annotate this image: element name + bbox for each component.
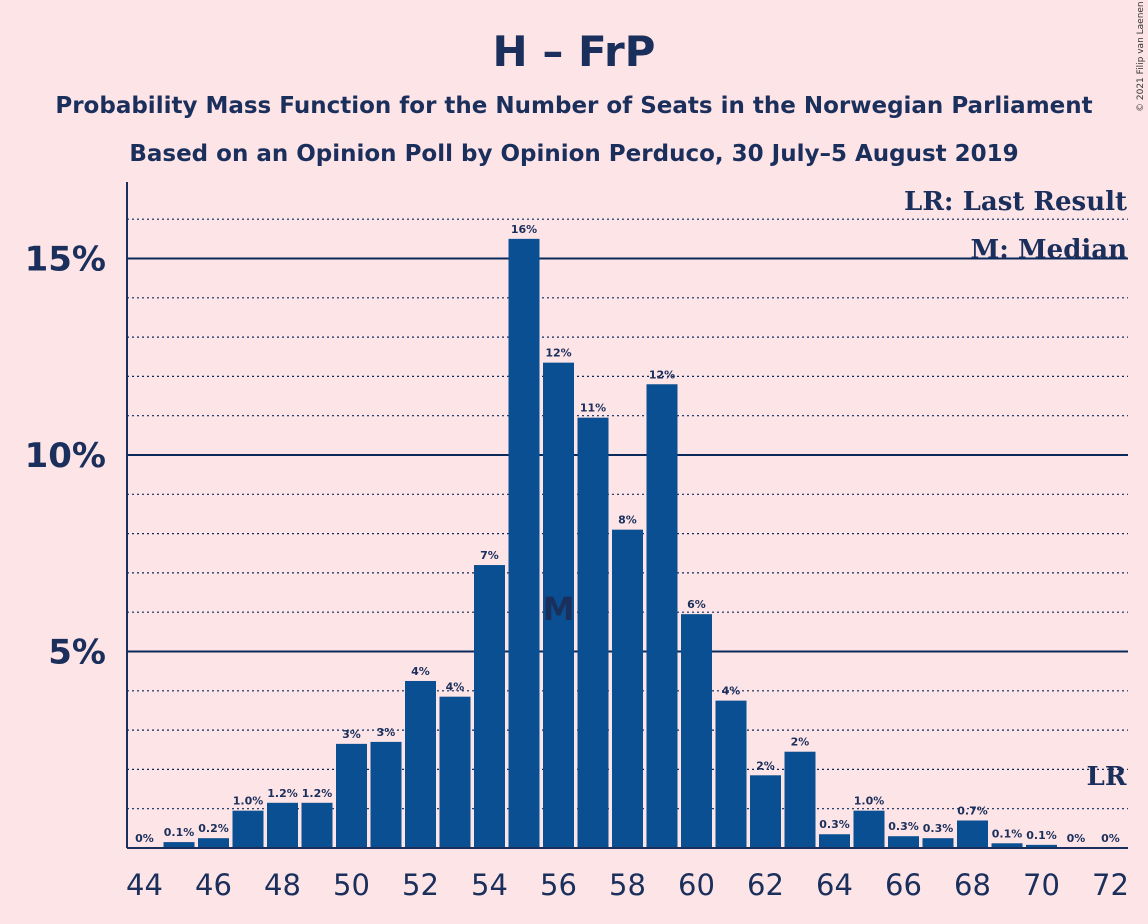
data-label: 0.3% [923,822,954,835]
bar [991,843,1023,848]
x-tick-labels: 44 46 48 50 52 54 56 58 60 62 64 66 68 70 72 [126,868,1129,902]
bar [370,741,402,848]
bar [612,529,643,848]
bar [784,751,816,848]
bar [888,836,919,848]
data-label: 4% [722,685,741,698]
x-tick-label: 52 [402,868,439,902]
data-label: 1.0% [854,795,885,808]
data-label: 7% [480,549,499,562]
data-label: 0.1% [164,826,195,839]
x-tick-label: 58 [609,868,646,902]
data-label: 0% [135,832,154,845]
data-label: 16% [511,223,537,236]
chart-title: H – FrP [493,27,656,76]
x-tick-label: 64 [816,868,853,902]
bar [681,614,712,848]
bar [336,743,367,848]
data-label: 12% [545,347,571,360]
bar [508,238,540,849]
x-tick-label: 54 [471,868,508,902]
legend-median: M: Median [970,235,1127,265]
data-label: 12% [649,368,675,381]
legend-last-result: LR: Last Result [904,187,1127,217]
chart-subtitle-1: Probability Mass Function for the Number… [55,93,1092,119]
bar [267,802,298,848]
bar [853,810,885,848]
data-label: 0% [1101,832,1120,845]
x-tick-label: 72 [1092,868,1129,902]
x-tick-label: 60 [678,868,715,902]
bar [1026,844,1057,848]
data-label: 4% [446,681,465,694]
bars [163,238,1057,849]
y-tick-label: 15% [25,240,106,280]
bar [715,700,747,848]
bar [198,838,229,848]
x-tick-label: 50 [333,868,370,902]
x-tick-label: 66 [885,868,922,902]
data-label: 3% [342,728,361,741]
data-label: 4% [411,665,430,678]
bar [301,802,333,848]
bar [543,362,574,848]
data-label: 2% [791,736,810,749]
chart-subtitle-2: Based on an Opinion Poll by Opinion Perd… [129,141,1018,167]
x-tick-label: 62 [747,868,784,902]
data-label: 3% [377,726,396,739]
data-label: 0.2% [198,822,229,835]
x-tick-label: 70 [1023,868,1060,902]
x-tick-label: 44 [126,868,163,902]
data-label: 1.0% [233,795,264,808]
data-label: 0% [1067,832,1086,845]
x-tick-label: 48 [264,868,301,902]
data-label: 6% [687,598,706,611]
bar [474,565,505,848]
x-tick-label: 56 [540,868,577,902]
bar [439,696,471,848]
data-label: 0.3% [819,818,850,831]
bar [163,842,195,848]
data-label: 1.2% [302,787,333,800]
y-tick-label: 5% [48,633,106,673]
data-labels: 0% 0.1% 0.2%1.0%1.2% 1.2%3% 3%4%4%7%16%12%11… [135,223,1120,845]
bar [819,834,850,848]
data-label: 0.7% [957,804,988,817]
bar [577,417,609,848]
median-marker: M [543,590,575,628]
data-label: 8% [618,514,637,527]
data-label: 0.1% [992,827,1023,840]
data-label: 1.2% [267,787,298,800]
bar [646,384,678,848]
data-label: 0.1% [1026,829,1057,842]
bar [405,680,436,848]
data-label: 0.3% [888,820,919,833]
copyright-note: © 2021 Filip van Laenen [1136,1,1146,112]
y-tick-label: 10% [25,436,106,476]
bar [957,820,988,848]
last-result-marker: LR [1087,762,1127,792]
y-tick-labels: 5% 10% 15% [25,240,106,673]
data-label: 2% [756,759,775,772]
bar [232,810,264,848]
bar [750,775,781,848]
x-tick-label: 46 [195,868,232,902]
data-label: 11% [580,402,606,415]
x-tick-label: 68 [954,868,991,902]
bar [922,838,954,848]
